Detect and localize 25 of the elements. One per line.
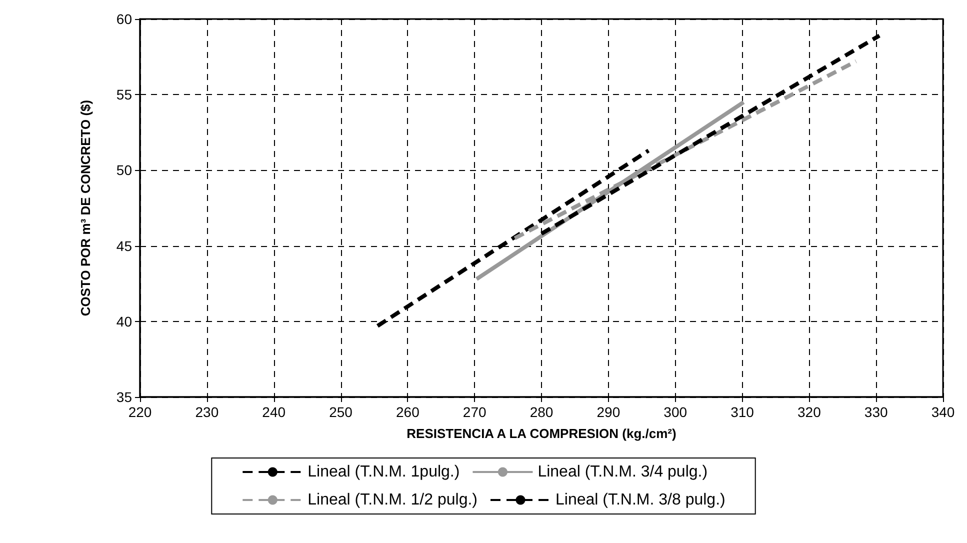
x-tick-label: 340 (931, 404, 955, 420)
y-tick-label: 50 (116, 162, 132, 178)
x-tick-label: 280 (530, 404, 554, 420)
x-tick-label: 300 (664, 404, 688, 420)
legend-label: Lineal (T.N.M. 3/4 pulg.) (538, 464, 708, 480)
y-tick-label: 55 (116, 86, 132, 103)
y-tick-label: 40 (116, 313, 132, 330)
y-tick-label: 60 (116, 11, 132, 27)
x-tick-label: 290 (596, 404, 620, 420)
x-axis-title: RESISTENCIA A LA COMPRESION (kg./cm²) (406, 426, 676, 441)
y-axis-title: COSTO POR m³ DE CONCRETO ($) (78, 100, 93, 316)
y-tick-label: 35 (116, 389, 132, 405)
x-tick-label: 330 (864, 404, 888, 420)
y-tick-label: 45 (116, 238, 132, 254)
x-tick-label: 240 (262, 404, 286, 420)
legend-label: Lineal (T.N.M. 3/8 pulg.) (556, 492, 726, 508)
x-tick-label: 260 (396, 404, 420, 420)
x-tick-label: 230 (195, 404, 219, 420)
legend-label: Lineal (T.N.M. 1pulg.) (308, 464, 460, 480)
x-tick-label: 310 (730, 404, 754, 420)
legend-label: Lineal (T.N.M. 1/2 pulg.) (308, 492, 478, 508)
x-tick-label: 270 (462, 404, 486, 420)
x-tick-label: 320 (797, 404, 822, 420)
x-tick-label: 220 (128, 404, 152, 420)
x-tick-label: 250 (329, 404, 353, 420)
